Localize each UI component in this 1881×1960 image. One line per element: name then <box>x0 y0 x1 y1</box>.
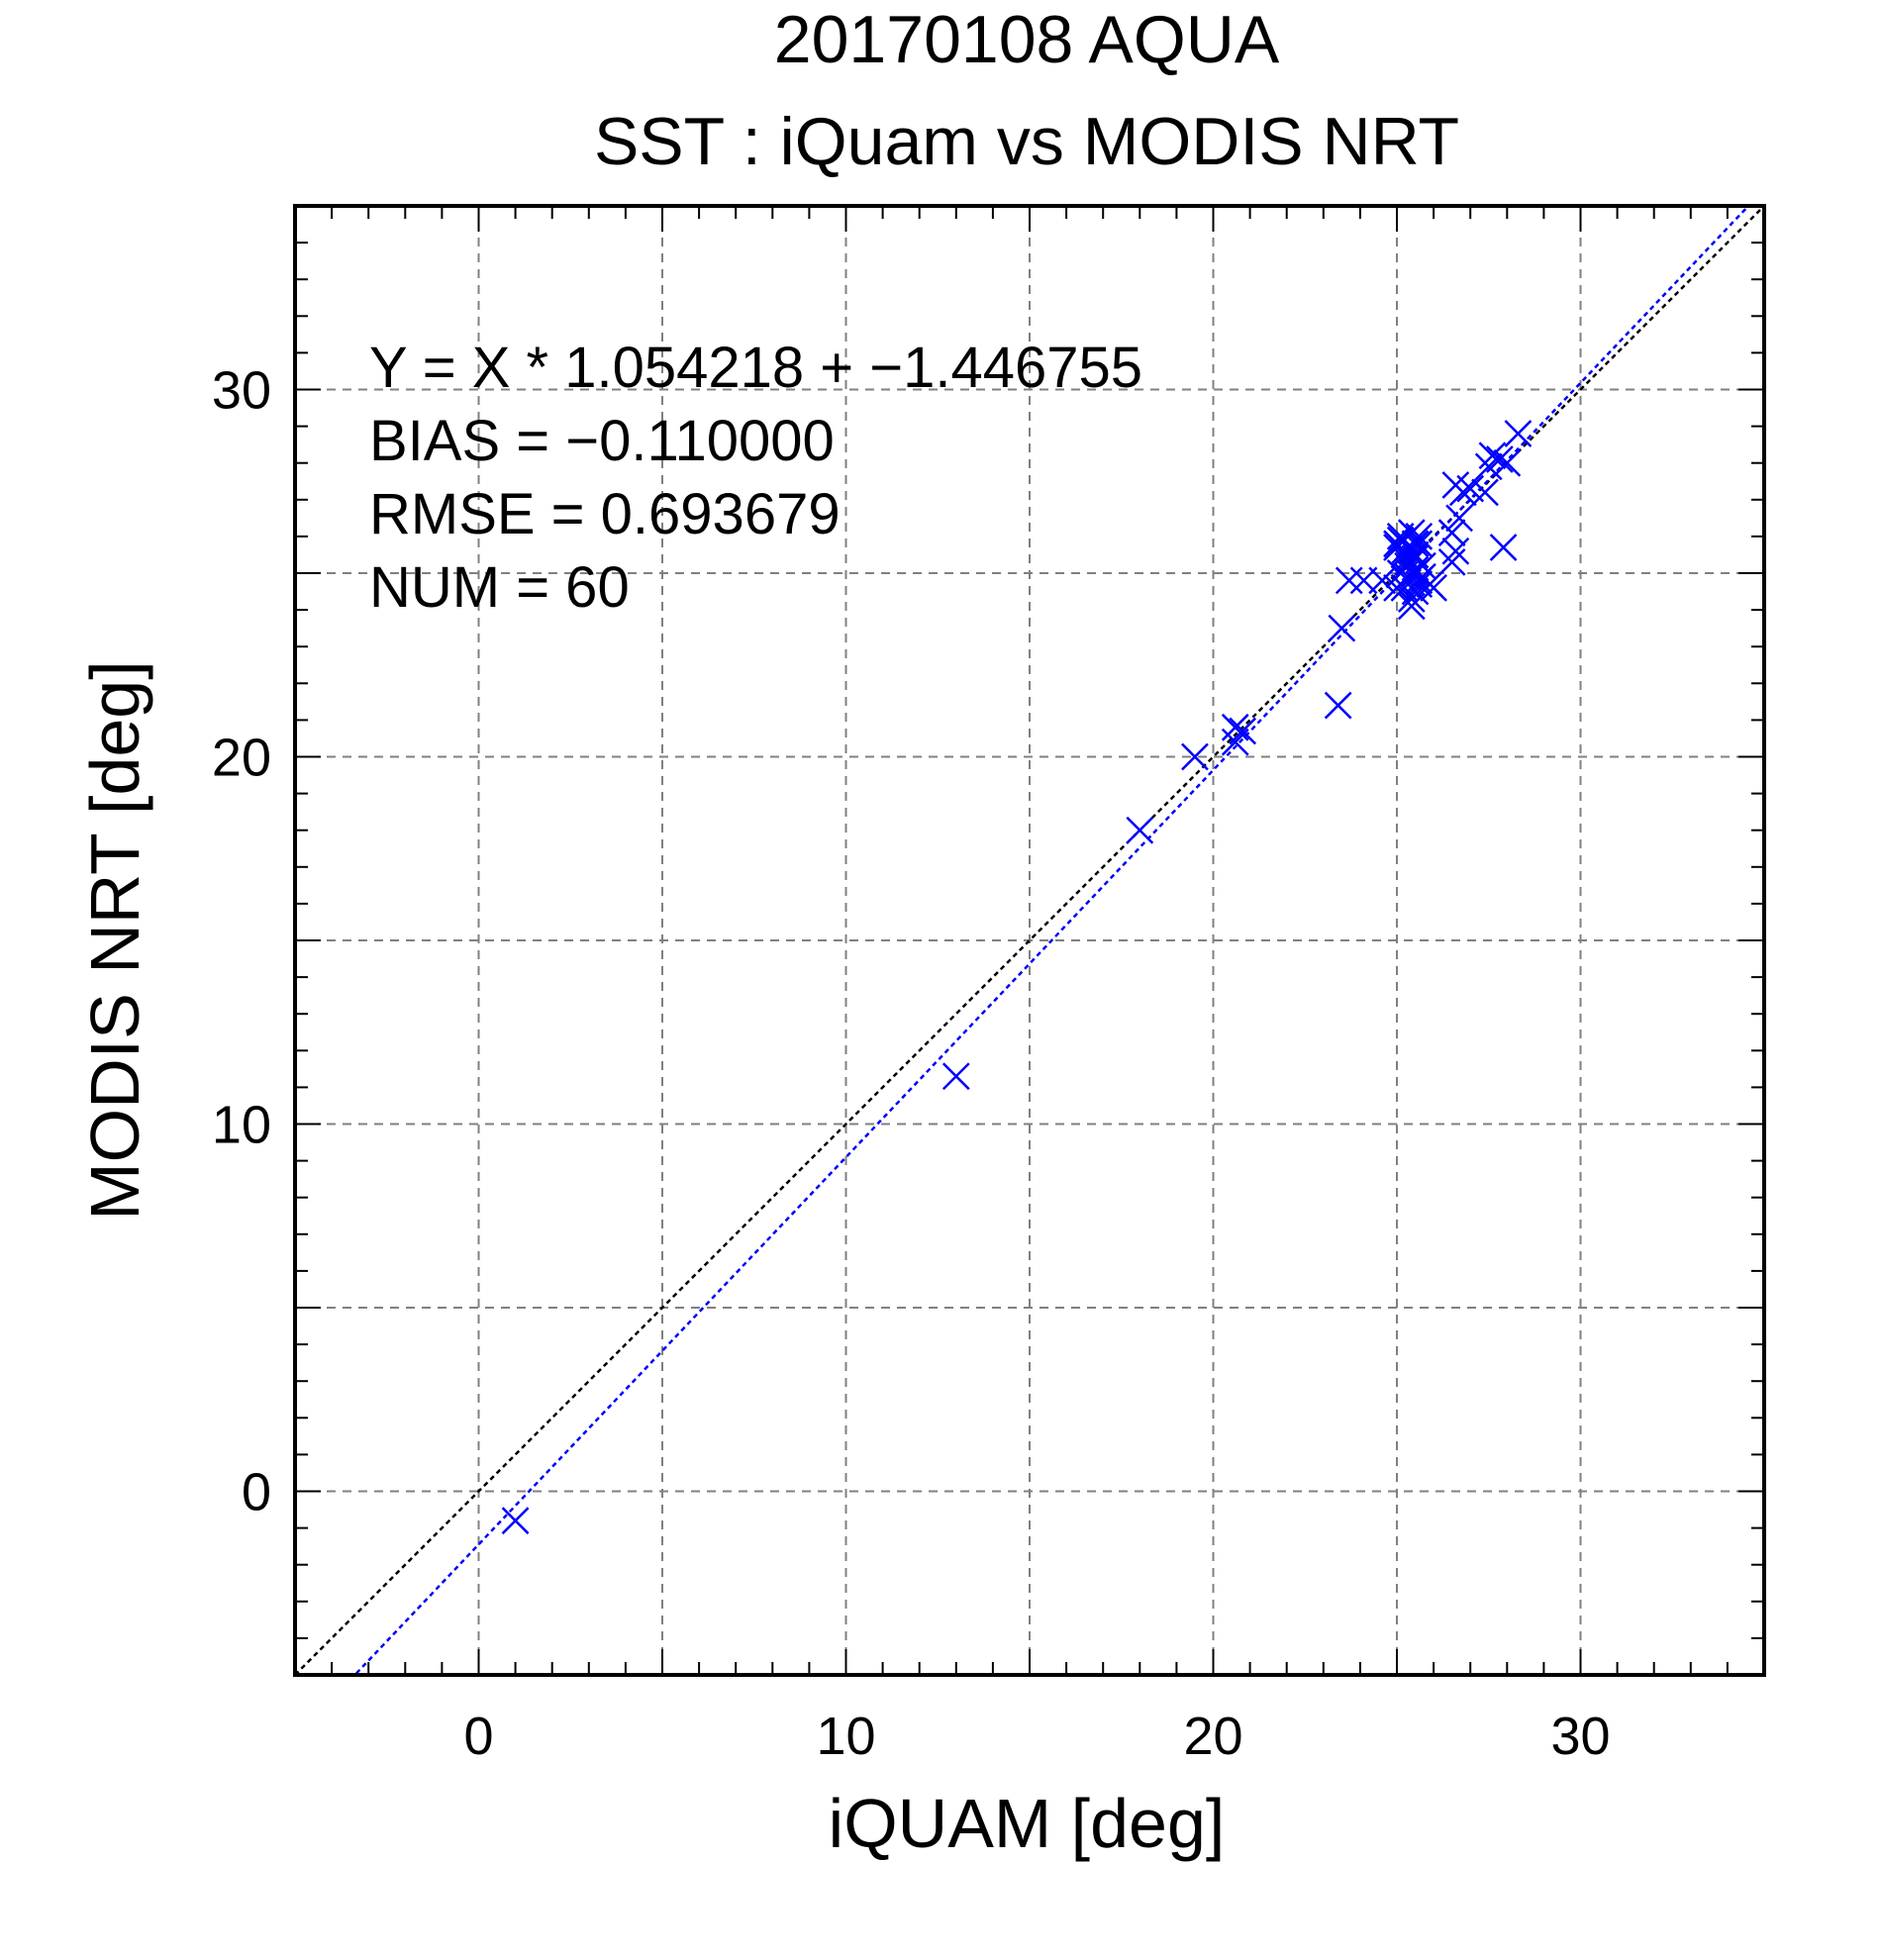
data-point <box>1493 448 1522 477</box>
x-tick-label: 30 <box>1550 1707 1610 1766</box>
data-point <box>501 1507 530 1535</box>
data-point <box>1441 537 1470 565</box>
x-tick-label: 20 <box>1183 1707 1242 1766</box>
data-point <box>1420 573 1447 602</box>
data-point <box>1335 566 1363 595</box>
grid-lines <box>295 206 1764 1675</box>
y-tick-label: 0 <box>242 1463 271 1522</box>
data-point <box>1221 713 1249 741</box>
data-point <box>1437 519 1466 547</box>
data-point <box>1126 816 1154 844</box>
data-point <box>1397 592 1426 621</box>
data-point <box>1471 478 1499 507</box>
chart-title: 20170108 AQUA <box>774 2 1280 77</box>
data-point <box>1181 742 1209 771</box>
data-point <box>1324 691 1352 720</box>
x-tick-label: 10 <box>816 1707 875 1766</box>
y-tick-label: 30 <box>212 361 271 421</box>
y-axis-label: MODIS NRT [deg] <box>76 660 153 1220</box>
data-points <box>501 420 1533 1535</box>
stats-annotation: Y = X * 1.054218 + −1.446755 BIAS = −0.11… <box>369 336 1142 620</box>
chart-subtitle: SST : iQuam vs MODIS NRT <box>594 104 1459 179</box>
stats-line: RMSE = 0.693679 <box>369 482 841 546</box>
data-point <box>1221 728 1249 756</box>
stats-line: NUM = 60 <box>369 555 630 620</box>
data-point <box>1489 534 1518 561</box>
stats-line: BIAS = −0.110000 <box>369 409 835 473</box>
y-tick-label: 10 <box>212 1096 271 1155</box>
tick-labels: 0 10 20 30 0 10 20 30 <box>212 361 1611 1767</box>
data-point <box>1504 420 1533 447</box>
minor-ticks <box>295 206 1764 1675</box>
x-axis-label: iQUAM [deg] <box>829 1785 1226 1862</box>
data-point <box>1328 614 1356 642</box>
stats-line: Y = X * 1.054218 + −1.446755 <box>369 336 1142 400</box>
data-point <box>1368 566 1397 595</box>
plot-frame <box>293 204 1766 1677</box>
data-point <box>1485 445 1514 473</box>
x-tick-label: 0 <box>463 1707 493 1766</box>
data-point <box>1394 562 1423 591</box>
data-point <box>941 1062 970 1091</box>
data-point <box>1478 441 1507 470</box>
data-point <box>1401 544 1430 573</box>
data-point <box>1445 504 1473 533</box>
data-point <box>1437 547 1466 576</box>
y-tick-label: 20 <box>212 729 271 788</box>
